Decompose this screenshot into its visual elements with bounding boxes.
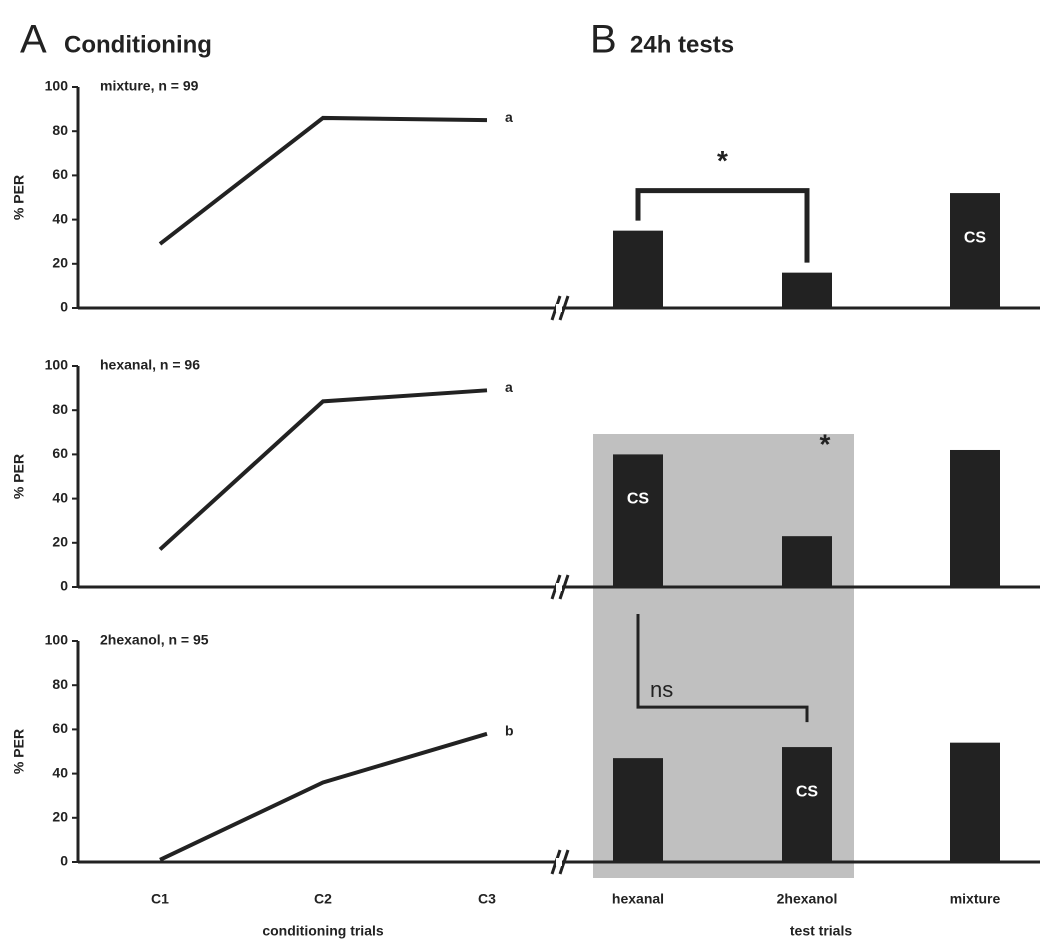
y-tick-label: 20 xyxy=(52,255,68,271)
y-tick-label: 40 xyxy=(52,764,68,780)
y-axis-label: % PER xyxy=(11,729,27,774)
bar xyxy=(613,454,663,587)
axis-break xyxy=(558,295,570,321)
significance: * xyxy=(820,428,831,459)
annotation: b xyxy=(505,723,514,739)
chart-title: mixture, n = 99 xyxy=(100,78,199,94)
y-tick-label: 40 xyxy=(52,489,68,505)
y-tick-label: 40 xyxy=(52,210,68,226)
x-tick-label: hexanal xyxy=(612,891,664,907)
y-tick-label: 0 xyxy=(60,853,68,869)
panel-title: Conditioning xyxy=(64,31,212,58)
y-tick-label: 60 xyxy=(52,720,68,736)
axis-gap xyxy=(556,583,562,591)
significance: ns xyxy=(650,677,673,702)
x-axis-label: conditioning trials xyxy=(262,923,384,939)
y-tick-label: 0 xyxy=(60,578,68,594)
axis-gap xyxy=(556,304,562,312)
bar xyxy=(950,449,1000,587)
y-tick-label: 80 xyxy=(52,122,68,138)
y-tick-label: 0 xyxy=(60,299,68,315)
significance-bracket xyxy=(636,614,809,723)
line xyxy=(158,388,488,551)
y-tick-label: 60 xyxy=(52,445,68,461)
bar xyxy=(782,747,832,862)
bar-label: CS xyxy=(627,491,650,508)
y-tick-label: 20 xyxy=(52,534,68,550)
y-tick-label: 100 xyxy=(45,78,69,94)
y-tick-label: 100 xyxy=(45,632,69,648)
y-tick-label: 20 xyxy=(52,809,68,825)
bar xyxy=(613,758,663,862)
panel-letter: B xyxy=(590,18,617,62)
annotation: a xyxy=(505,379,513,395)
panel-title: 24h tests xyxy=(630,31,734,58)
y-axis-label: % PER xyxy=(11,454,27,499)
bar-label: CS xyxy=(964,229,987,246)
line xyxy=(159,731,488,862)
significance: * xyxy=(717,145,728,176)
y-tick-label: 60 xyxy=(52,166,68,182)
y-axis-label: % PER xyxy=(11,175,27,220)
axis-break xyxy=(558,574,570,600)
bar xyxy=(782,272,832,308)
bar xyxy=(613,230,663,308)
axis-gap xyxy=(556,858,562,866)
y-tick-label: 100 xyxy=(45,357,69,373)
x-tick-label: C3 xyxy=(478,891,496,907)
y-tick-label: 80 xyxy=(52,401,68,417)
x-axis-label: test trials xyxy=(790,923,852,939)
chart-title: 2hexanol, n = 95 xyxy=(100,632,209,648)
bar-label: CS xyxy=(796,783,819,800)
x-tick-label: 2hexanol xyxy=(777,891,838,907)
axis-break xyxy=(558,849,570,875)
chart-title: hexanal, n = 96 xyxy=(100,357,200,373)
x-tick-label: mixture xyxy=(950,891,1001,907)
bar xyxy=(782,536,832,587)
significance-bracket xyxy=(635,188,810,263)
bar xyxy=(950,742,1000,862)
y-tick-label: 80 xyxy=(52,676,68,692)
panel-letter: A xyxy=(20,18,47,62)
annotation: a xyxy=(505,109,513,125)
bar xyxy=(950,193,1000,308)
x-tick-label: C2 xyxy=(314,891,332,907)
line xyxy=(158,115,488,246)
x-tick-label: C1 xyxy=(151,891,169,907)
